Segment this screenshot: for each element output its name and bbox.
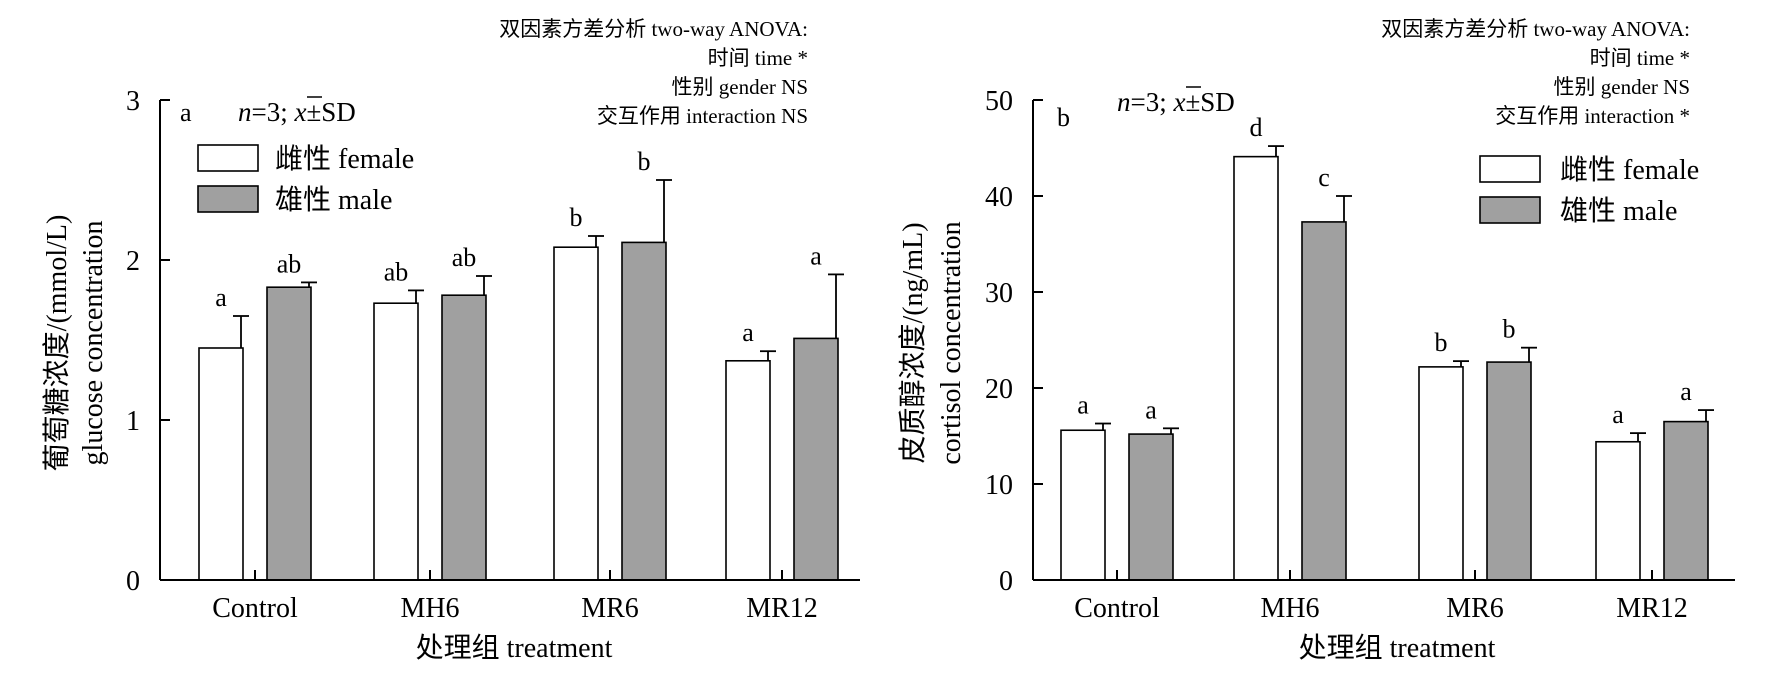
legend-swatch-male (197, 185, 259, 213)
legend-swatch-female (1479, 155, 1541, 183)
legend-label-male: 雄性 male (275, 184, 392, 216)
bar-female-control (1060, 429, 1106, 581)
significance-label: a (1145, 395, 1157, 424)
y-tick-label: 1 (126, 406, 140, 437)
significance-label: a (1680, 377, 1692, 406)
y-axis-title-line-1: 皮质醇浓度/(ng/mL) (897, 222, 929, 463)
y-tick-label: 3 (126, 86, 140, 117)
panel-label: a (180, 98, 192, 127)
y-tick-label: 0 (126, 566, 140, 597)
y-axis-title-line-2: glucose concentration (78, 221, 109, 466)
legend: 雌性 female 雄性 male (1479, 154, 1699, 227)
x-category-label: MR6 (581, 593, 639, 624)
y-tick-label: 20 (985, 374, 1013, 405)
anova-line-gender: 性别 gender NS (672, 75, 808, 99)
anova-title: 双因素方差分析 two-way ANOVA: (1381, 17, 1690, 41)
legend-swatch-female (197, 144, 259, 172)
significance-label: a (215, 283, 227, 312)
sample-note: n=3; x±SD (1117, 87, 1235, 117)
y-tick-label: 0 (999, 566, 1013, 597)
anova-line-interaction: 交互作用 interaction NS (597, 104, 808, 128)
chart-panel-glucose: 双因素方差分析 two-way ANOVA: 时间 time * 性别 gend… (41, 17, 860, 664)
bar-male-control (1128, 433, 1174, 581)
x-category-label: MH6 (400, 593, 459, 624)
panel-label: b (1057, 103, 1070, 132)
sample-mean-symbol: x (293, 97, 306, 127)
legend-label-male: 雄性 male (1560, 195, 1677, 227)
x-category-label: Control (1074, 593, 1160, 624)
legend-label-female: 雌性 female (275, 143, 414, 175)
significance-label: a (1612, 400, 1624, 429)
bar-male-mh6 (1301, 221, 1347, 581)
bar-male-mr12 (793, 337, 839, 581)
bar-male-mr6 (621, 241, 667, 581)
anova-line-time: 时间 time * (708, 46, 808, 70)
significance-label: a (742, 318, 754, 347)
bar-female-mr12 (725, 359, 771, 581)
anova-line-time: 时间 time * (1590, 46, 1690, 70)
significance-label: d (1250, 113, 1263, 142)
bar-female-mr6 (1418, 366, 1464, 581)
sample-n-symbol: n (1117, 87, 1131, 117)
significance-label: a (810, 241, 822, 270)
anova-line-gender: 性别 gender NS (1554, 75, 1690, 99)
sample-mean-symbol: x (1172, 87, 1185, 117)
sample-n-symbol: n (238, 97, 252, 127)
significance-label: b (638, 147, 651, 176)
sample-n-value: =3; (252, 97, 295, 127)
bar-male-mh6 (441, 294, 487, 581)
significance-label: c (1318, 163, 1330, 192)
x-category-label: MR6 (1446, 593, 1504, 624)
y-axis-title-line-1: 葡萄糖浓度/(mmol/L) (41, 215, 73, 472)
bar-female-mh6 (373, 302, 419, 581)
y-tick-label: 40 (985, 182, 1013, 213)
sample-sd: ±SD (306, 97, 355, 127)
x-axis-title: 处理组 treatment (1299, 632, 1496, 664)
legend: 雌性 female 雄性 male (197, 143, 414, 216)
bar-male-mr12 (1663, 420, 1709, 581)
bar-female-mr12 (1595, 440, 1641, 581)
x-category-label: MR12 (746, 593, 818, 624)
anova-title: 双因素方差分析 two-way ANOVA: (499, 17, 808, 41)
bar-male-control (266, 286, 312, 581)
sample-note: n=3; x±SD (238, 97, 356, 127)
sample-n-value: =3; (1131, 87, 1174, 117)
sample-sd: ±SD (1185, 87, 1234, 117)
plot-area: a ab b a ab ab b a 0 1 2 3 Control MH6 MR6 MR12 (126, 86, 860, 624)
significance-label: b (570, 203, 583, 232)
significance-label: a (1077, 391, 1089, 420)
chart-panel-cortisol: 双因素方差分析 two-way ANOVA: 时间 time * 性别 gend… (897, 17, 1735, 664)
x-category-label: MR12 (1616, 593, 1688, 624)
significance-label: ab (384, 257, 409, 286)
y-tick-label: 10 (985, 470, 1013, 501)
bar-female-control (198, 347, 244, 581)
y-tick-label: 30 (985, 278, 1013, 309)
significance-label: b (1435, 328, 1448, 357)
plot-area: a d b a a c b a 0 10 20 30 40 50 Control MH6 MR6 MR12 (985, 86, 1735, 624)
legend-swatch-male (1479, 196, 1541, 224)
significance-label: ab (452, 243, 477, 272)
significance-label: b (1503, 315, 1516, 344)
y-axis-title-line-2: cortisol concentration (936, 221, 967, 464)
bar-male-mr6 (1486, 361, 1532, 581)
y-tick-label: 2 (126, 246, 140, 277)
x-category-label: Control (212, 593, 298, 624)
y-tick-label: 50 (985, 86, 1013, 117)
x-category-label: MH6 (1260, 593, 1319, 624)
x-axis-title: 处理组 treatment (416, 632, 613, 664)
anova-line-interaction: 交互作用 interaction * (1495, 104, 1690, 128)
significance-label: ab (277, 249, 302, 278)
bar-female-mh6 (1233, 155, 1279, 581)
bar-female-mr6 (553, 246, 599, 581)
legend-label-female: 雌性 female (1560, 154, 1699, 186)
